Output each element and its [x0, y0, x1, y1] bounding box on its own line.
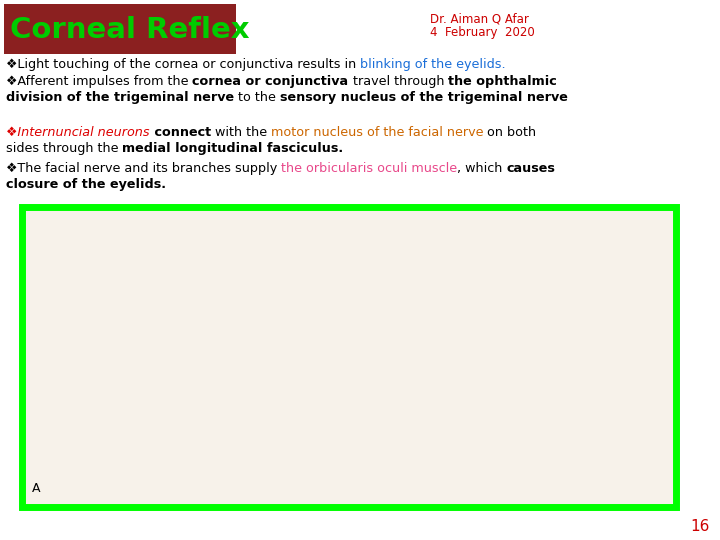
Text: to the: to the	[234, 91, 280, 104]
Text: the orbicularis oculi muscle: the orbicularis oculi muscle	[282, 162, 457, 175]
FancyBboxPatch shape	[4, 4, 236, 54]
Text: the ophthalmic: the ophthalmic	[448, 75, 557, 88]
Text: ❖Internuncial neurons: ❖Internuncial neurons	[6, 126, 150, 139]
Text: closure of the eyelids.: closure of the eyelids.	[6, 178, 166, 191]
Text: 16: 16	[690, 519, 710, 534]
Text: ❖The facial nerve and its branches supply: ❖The facial nerve and its branches suppl…	[6, 162, 282, 175]
Text: sides through the: sides through the	[6, 142, 122, 155]
Text: cornea or conjunctiva: cornea or conjunctiva	[192, 75, 348, 88]
FancyBboxPatch shape	[22, 207, 676, 507]
Text: A: A	[32, 482, 40, 495]
Text: motor nucleus of the facial nerve: motor nucleus of the facial nerve	[271, 126, 483, 139]
Text: blinking of the eyelids.: blinking of the eyelids.	[360, 58, 506, 71]
Text: medial longitudinal fasciculus.: medial longitudinal fasciculus.	[122, 142, 343, 155]
Text: on both: on both	[483, 126, 536, 139]
Text: Dr. Aiman Q Afar: Dr. Aiman Q Afar	[430, 12, 529, 25]
Text: causes: causes	[507, 162, 556, 175]
Text: 4  February  2020: 4 February 2020	[430, 26, 535, 39]
Text: division of the trigeminal nerve: division of the trigeminal nerve	[6, 91, 234, 104]
Text: connect: connect	[150, 126, 211, 139]
Text: ❖Light touching of the cornea or conjunctiva results in: ❖Light touching of the cornea or conjunc…	[6, 58, 360, 71]
Text: sensory nucleus of the trigeminal nerve: sensory nucleus of the trigeminal nerve	[280, 91, 568, 104]
Text: with the: with the	[211, 126, 271, 139]
Text: travel through: travel through	[348, 75, 448, 88]
Text: Corneal Reflex: Corneal Reflex	[10, 16, 250, 44]
Text: , which: , which	[457, 162, 507, 175]
Text: ❖Afferent impulses from the: ❖Afferent impulses from the	[6, 75, 192, 88]
